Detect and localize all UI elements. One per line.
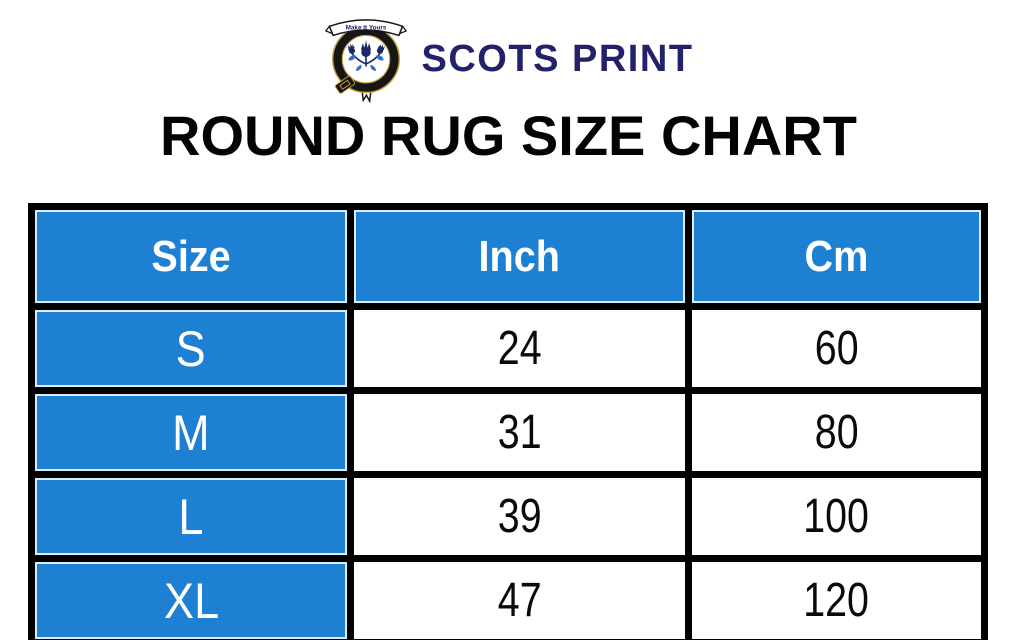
banner-ribbon-icon: Make It Yours	[324, 19, 407, 37]
table-header-row: Size Inch Cm	[27, 203, 989, 310]
cm-value: 80	[684, 387, 989, 478]
page-title: ROUND RUG SIZE CHART	[160, 104, 857, 167]
size-value: L	[27, 471, 355, 562]
table-row-xl: XL 47 120	[27, 555, 989, 640]
size-value: M	[27, 387, 355, 478]
table-row-m: M 31 80	[27, 387, 989, 478]
table-row-l: L 39 100	[27, 471, 989, 562]
cm-value: 60	[684, 303, 989, 394]
inch-value: 39	[347, 471, 692, 562]
column-header-size: Size	[27, 203, 355, 310]
column-header-cm: Cm	[684, 203, 989, 310]
thistle-icon	[347, 40, 385, 67]
brand-name: SCOTS PRINT	[421, 37, 694, 80]
cm-value: 120	[684, 555, 989, 640]
banner-text: Make It Yours	[345, 24, 386, 31]
table-row-s: S 24 60	[27, 303, 989, 394]
cm-value: 100	[684, 471, 989, 562]
brand-header: Make It Yours SCOTS PRINT	[0, 8, 1017, 103]
size-value: XL	[27, 555, 355, 640]
column-header-inch: Inch	[347, 203, 692, 310]
inch-value: 24	[347, 303, 692, 394]
inch-value: 31	[347, 387, 692, 478]
size-value: S	[27, 303, 355, 394]
size-chart-table: Size Inch Cm S 24 60 M 31 80 L 39 100	[27, 203, 989, 640]
inch-value: 47	[347, 555, 692, 640]
thistle-crest-logo-icon: Make It Yours	[324, 19, 407, 103]
belt-buckle-icon	[334, 75, 355, 94]
